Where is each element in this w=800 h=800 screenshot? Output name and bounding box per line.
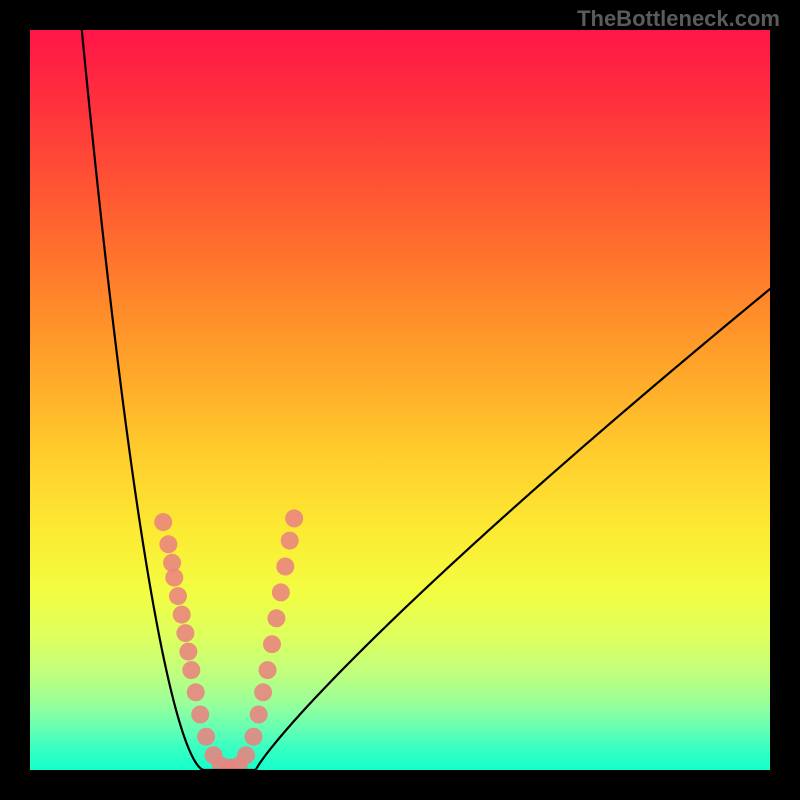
marker-dot <box>276 558 294 576</box>
marker-dot <box>179 643 197 661</box>
marker-dot <box>281 532 299 550</box>
marker-dot <box>267 609 285 627</box>
marker-dot <box>159 535 177 553</box>
marker-dot <box>250 706 268 724</box>
marker-dot <box>154 513 172 531</box>
marker-dot <box>259 661 277 679</box>
marker-dot <box>272 583 290 601</box>
marker-dot <box>197 728 215 746</box>
marker-dot <box>244 728 262 746</box>
marker-dot <box>176 624 194 642</box>
marker-dot <box>237 746 255 764</box>
plot-area <box>30 30 770 777</box>
gradient-background <box>30 30 770 770</box>
marker-dot <box>165 569 183 587</box>
marker-dot <box>285 509 303 527</box>
marker-dot <box>254 683 272 701</box>
marker-dot <box>187 683 205 701</box>
marker-dot <box>173 606 191 624</box>
marker-dot <box>191 706 209 724</box>
stage: TheBottleneck.com <box>0 0 800 800</box>
marker-dot <box>263 635 281 653</box>
marker-dot <box>182 661 200 679</box>
bottleneck-chart <box>0 0 800 800</box>
marker-dot <box>169 587 187 605</box>
